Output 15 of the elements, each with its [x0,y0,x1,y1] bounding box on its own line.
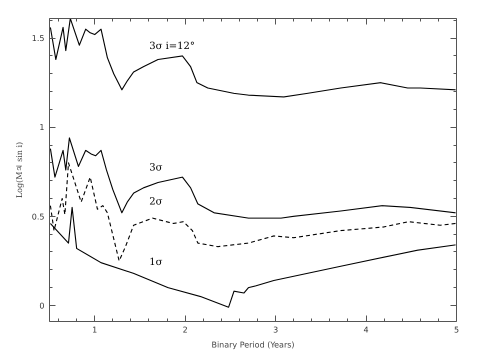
series-label: 3σ i=12° [149,40,195,52]
x-tick-label: 1 [92,326,98,334]
x-tick-label: 3 [273,326,278,334]
series-label: 2σ [149,196,163,208]
y-axis-title: Log(M♃ sin i) [14,142,24,198]
x-tick-label: 5 [454,326,460,334]
y-tick-label: 0 [39,301,45,310]
y-tick-label: 0.5 [32,212,45,222]
series-label: 3σ [149,162,163,174]
y-tick-label: 1 [39,123,45,132]
x-tick-label: 4 [364,326,369,334]
x-tick-label: 2 [182,326,188,334]
series-label: 1σ [149,256,163,268]
x-axis-title: Binary Period (Years) [211,340,295,350]
y-tick-label: 1.5 [32,34,45,44]
